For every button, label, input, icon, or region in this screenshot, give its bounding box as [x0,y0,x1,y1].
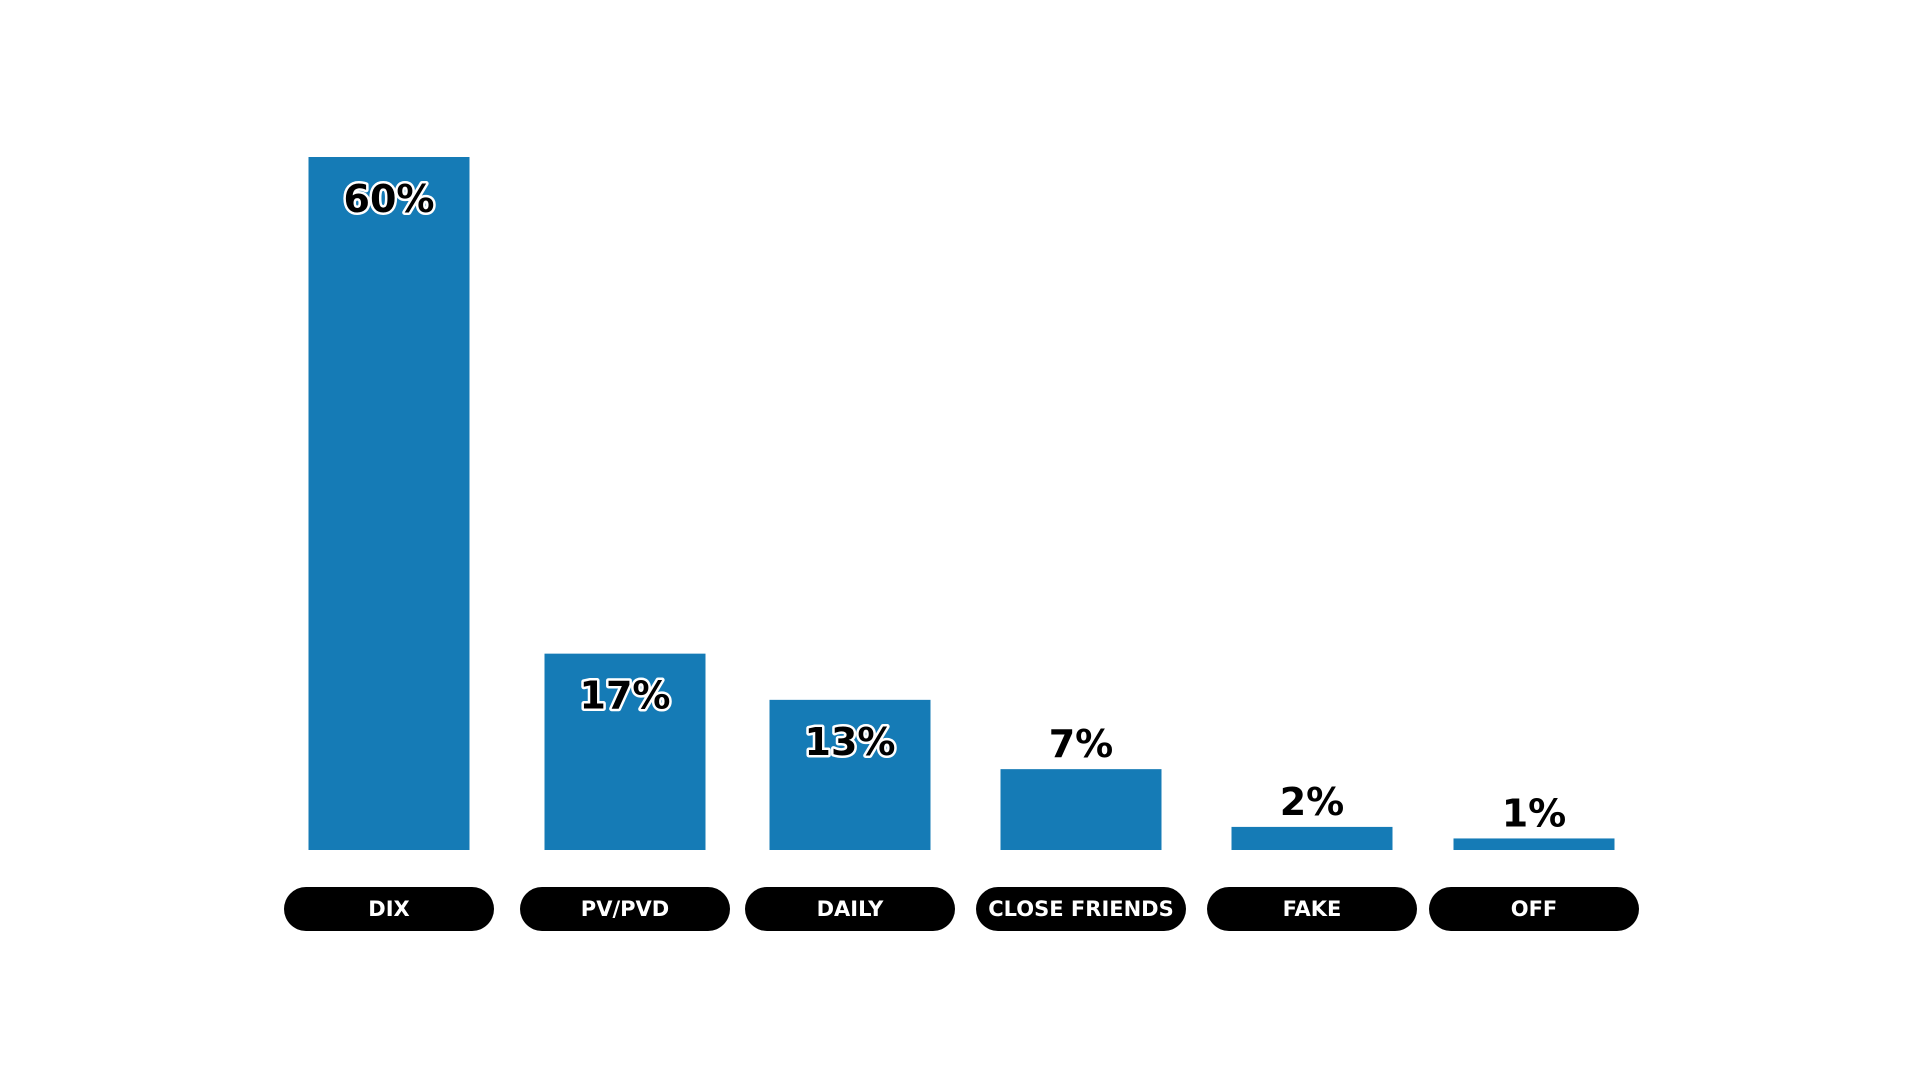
value-label: 60% [344,177,435,221]
category-labels-group: DIX PV/PVD DAILY CLOSE FRIENDS FAKE OFF [284,887,1639,931]
category-pill [976,887,1186,931]
category-pill [745,887,955,931]
value-labels-group: 60% 17% 13% 7% 2% 1% [341,175,1567,836]
bar-fake [1231,826,1393,850]
bars-group [308,157,1615,850]
value-label: 2% [1280,780,1345,824]
category-pill [284,887,494,931]
category-label: DAILY [817,897,885,921]
category-label: OFF [1511,897,1558,921]
category-pill [1429,887,1639,931]
category-pill [1207,887,1417,931]
bar-pv-pvd [544,653,706,850]
value-label: 17% [580,674,671,718]
category-label: PV/PVD [581,897,669,921]
bar-close-friends [1000,769,1162,850]
category-pill [520,887,730,931]
category-label: FAKE [1283,897,1342,921]
bar-dix [308,157,470,850]
category-label: DIX [368,897,409,921]
category-label: CLOSE FRIENDS [988,897,1173,921]
value-label: 13% [805,720,896,764]
value-label: 1% [1502,791,1567,835]
bar-off [1453,838,1615,850]
value-label: 7% [1049,722,1114,766]
bar-daily [769,699,931,850]
